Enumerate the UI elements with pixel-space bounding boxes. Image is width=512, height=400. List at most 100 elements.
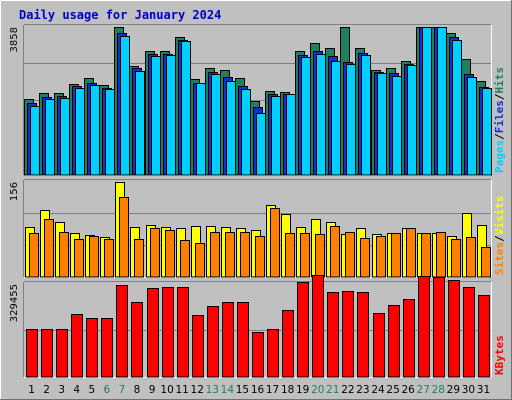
day-label-12: 12: [191, 384, 204, 396]
day-label-14: 14: [221, 384, 235, 396]
legend-separator: /: [493, 93, 506, 100]
bar-sites-day-15: [240, 232, 250, 278]
bar-sites-day-7: [119, 197, 129, 278]
bar-pages-day-27: [422, 27, 432, 176]
day-label-22: 22: [341, 384, 354, 396]
legend-entry-pages: Pages: [493, 140, 506, 173]
day-label-15: 15: [236, 384, 249, 396]
bar-sites-day-17: [270, 208, 280, 278]
bar-kbytes-day-29: [448, 280, 460, 378]
bar-sites-day-1: [29, 233, 39, 278]
panel-visits-sites: 156 Sites/Visits: [9, 179, 506, 278]
ymax-label: 329455: [9, 284, 20, 322]
bar-sites-day-22: [345, 232, 355, 278]
bar-pages-day-6: [105, 89, 115, 176]
bar-sites-day-24: [376, 236, 386, 278]
legend-visits-sites: Sites/Visits: [493, 196, 506, 276]
bar-sites-day-9: [150, 228, 160, 278]
bar-sites-day-18: [285, 233, 295, 278]
day-label-17: 17: [266, 384, 279, 396]
bar-pages-day-24: [377, 73, 387, 176]
day-label-1: 1: [28, 384, 35, 396]
bar-pages-day-11: [181, 41, 191, 176]
bar-kbytes-day-16: [252, 332, 264, 378]
bar-kbytes-day-20: [312, 275, 324, 378]
bar-pages-day-13: [211, 74, 221, 176]
day-label-25: 25: [386, 384, 399, 396]
bar-pages-day-28: [437, 27, 447, 176]
bar-sites-day-8: [134, 239, 144, 278]
ymax-label: 156: [9, 182, 20, 201]
day-label-20: 20: [311, 384, 324, 396]
legend-separator: /: [493, 133, 506, 140]
bar-kbytes-day-9: [147, 288, 159, 378]
bar-kbytes-day-13: [207, 306, 219, 378]
bar-pages-day-19: [301, 57, 311, 176]
bar-kbytes-day-3: [56, 329, 68, 378]
day-label-11: 11: [175, 384, 188, 396]
day-label-3: 3: [58, 384, 65, 396]
bar-kbytes-day-26: [403, 299, 415, 378]
bar-kbytes-day-7: [116, 285, 128, 378]
legend-kbytes: KBytes: [493, 335, 506, 375]
bar-sites-day-27: [421, 233, 431, 278]
day-label-2: 2: [43, 384, 50, 396]
bar-sites-day-23: [360, 238, 370, 278]
bar-pages-day-9: [151, 56, 161, 176]
day-label-31: 31: [477, 384, 490, 396]
day-label-10: 10: [160, 384, 173, 396]
bar-kbytes-day-10: [162, 287, 174, 378]
bar-pages-day-20: [316, 54, 326, 176]
bar-sites-day-4: [74, 239, 84, 278]
bar-kbytes-day-22: [342, 291, 354, 378]
bar-sites-day-29: [451, 239, 461, 278]
bar-pages-day-3: [60, 98, 70, 176]
bar-pages-day-16: [256, 113, 266, 176]
bar-sites-day-28: [436, 232, 446, 278]
bar-kbytes-day-30: [463, 287, 475, 378]
bar-kbytes-day-19: [297, 282, 309, 378]
bar-pages-day-10: [166, 55, 176, 176]
bar-kbytes-day-23: [357, 292, 369, 378]
bar-pages-day-4: [75, 88, 85, 176]
bar-sites-day-16: [255, 236, 265, 278]
bar-pages-day-23: [361, 55, 371, 176]
bar-kbytes-day-28: [433, 277, 445, 378]
legend-entry-sites: Sites: [493, 242, 506, 275]
bar-pages-day-5: [90, 85, 100, 176]
bar-sites-day-19: [300, 233, 310, 278]
day-label-28: 28: [432, 384, 445, 396]
x-axis-day-labels: 1 2 3 4 5 6 7 8 9 10 11 12 13 14 15 16 17 18 19 20 21 22 23 24 2…: [28, 384, 490, 396]
bar-kbytes-day-24: [373, 313, 385, 378]
bar-pages-day-22: [346, 64, 356, 176]
bar-sites-day-5: [89, 236, 99, 278]
bar-pages-day-29: [452, 40, 462, 176]
bar-pages-day-31: [482, 88, 492, 176]
bar-pages-day-1: [30, 106, 40, 176]
day-label-23: 23: [356, 384, 369, 396]
legend-separator: /: [493, 235, 506, 242]
day-label-18: 18: [281, 384, 294, 396]
legend-entry-visits: Visits: [493, 196, 506, 236]
bar-kbytes-day-17: [267, 329, 279, 378]
bar-sites-day-12: [195, 243, 205, 278]
day-label-24: 24: [371, 384, 385, 396]
panel-kbytes: 329455 KBytes: [9, 275, 506, 378]
day-label-5: 5: [88, 384, 95, 396]
bar-pages-day-15: [241, 89, 251, 176]
bar-pages-day-12: [196, 83, 206, 176]
bar-kbytes-day-27: [418, 276, 430, 378]
bar-sites-day-14: [225, 232, 235, 278]
day-label-30: 30: [462, 384, 475, 396]
day-label-9: 9: [149, 384, 156, 396]
day-label-21: 21: [326, 384, 339, 396]
bar-kbytes-day-31: [478, 295, 490, 378]
bar-sites-day-3: [59, 232, 69, 278]
bar-sites-day-21: [330, 226, 340, 278]
bar-pages-day-21: [331, 61, 341, 176]
ymax-label: 3858: [9, 27, 20, 52]
day-label-19: 19: [296, 384, 309, 396]
bar-kbytes-day-2: [41, 329, 53, 378]
bar-pages-day-7: [120, 36, 130, 176]
bar-kbytes-day-25: [388, 305, 400, 378]
